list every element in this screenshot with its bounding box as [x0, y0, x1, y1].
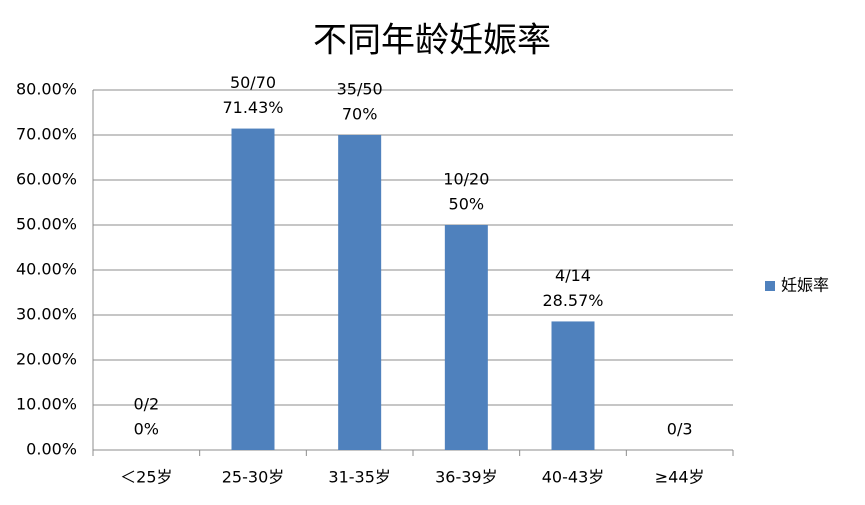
x-tick-label: ＜25岁	[120, 468, 172, 487]
data-label: 71.43%	[222, 98, 283, 117]
bar	[338, 135, 382, 450]
legend-label: 妊娠率	[781, 276, 829, 295]
data-label: 28.57%	[542, 291, 603, 310]
data-label-fraction: 35/50	[337, 80, 383, 99]
data-label: 70%	[342, 105, 378, 124]
data-label-fraction: 0/2	[133, 395, 159, 414]
data-label-fraction: 50/70	[230, 73, 276, 92]
data-label: 0%	[134, 420, 159, 439]
x-tick-label: ≥44岁	[655, 468, 705, 487]
legend-swatch	[765, 281, 775, 291]
chart-title: 不同年龄妊娠率	[313, 21, 551, 61]
data-label-fraction: 4/14	[555, 266, 591, 285]
x-tick-label: 25-30岁	[222, 468, 285, 487]
x-tick-label: 40-43岁	[542, 468, 605, 487]
x-tick-label: 31-35岁	[328, 468, 391, 487]
data-label: 50%	[449, 195, 485, 214]
bar	[231, 128, 275, 450]
y-tick-label: 20.00%	[16, 350, 77, 369]
y-tick-label: 0.00%	[26, 440, 77, 459]
data-label-fraction: 10/20	[443, 170, 489, 189]
y-tick-label: 80.00%	[16, 80, 77, 99]
y-tick-label: 10.00%	[16, 395, 77, 414]
y-tick-label: 40.00%	[16, 260, 77, 279]
y-tick-label: 60.00%	[16, 170, 77, 189]
bar	[444, 225, 488, 450]
bar	[551, 321, 595, 450]
y-tick-label: 50.00%	[16, 215, 77, 234]
x-tick-label: 36-39岁	[435, 468, 498, 487]
data-label-fraction: 0/3	[667, 420, 693, 439]
y-tick-label: 30.00%	[16, 305, 77, 324]
y-tick-label: 70.00%	[16, 125, 77, 144]
